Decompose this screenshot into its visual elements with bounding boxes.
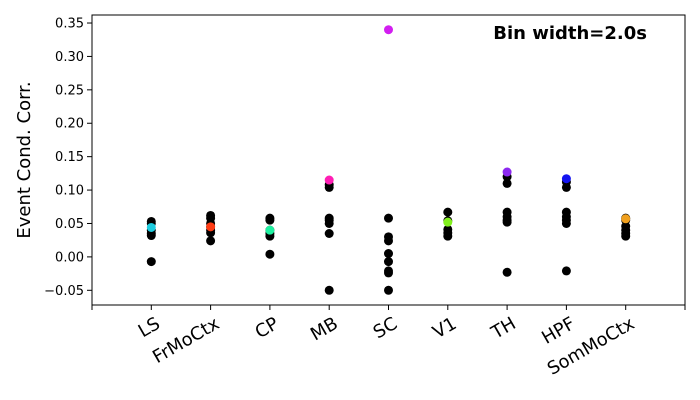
- data-point: [621, 231, 631, 241]
- highlight-point-FrMoCtx: [206, 222, 216, 232]
- data-point: [443, 231, 453, 241]
- y-tick-label: 0.00: [55, 250, 84, 265]
- highlight-point-SC: [384, 25, 393, 35]
- data-point: [502, 267, 512, 277]
- x-tick-label-MB: MB: [307, 313, 342, 345]
- data-point: [384, 213, 393, 223]
- highlight-point-V1: [443, 217, 453, 227]
- x-tick-label-CP: CP: [252, 313, 283, 343]
- data-point: [384, 268, 393, 278]
- data-point: [265, 249, 275, 259]
- highlight-point-SomMoCtx: [621, 214, 631, 224]
- x-tick-label-SC: SC: [370, 313, 401, 343]
- data-point: [561, 218, 571, 228]
- highlight-point-LS: [146, 222, 156, 232]
- x-tick-label-FrMoCtx: FrMoCtx: [149, 313, 223, 368]
- data-point: [384, 249, 393, 259]
- y-axis-label: Event Cond. Corr.: [14, 81, 35, 238]
- data-point: [324, 229, 334, 239]
- highlight-point-CP: [265, 225, 275, 235]
- x-tick-label-LS: LS: [135, 313, 164, 342]
- data-point: [206, 236, 216, 246]
- y-tick-label: −0.05: [44, 284, 84, 299]
- bin-width-annotation: Bin width=2.0s: [493, 23, 647, 44]
- data-point: [384, 257, 393, 267]
- data-point: [324, 182, 334, 192]
- y-tick-label: 0.05: [55, 217, 84, 232]
- y-tick-label: 0.30: [55, 50, 84, 65]
- x-tick-label-TH: TH: [487, 313, 520, 344]
- x-tick-label-V1: V1: [429, 313, 460, 343]
- ticks: −0.05 0.00 0.05 0.10 0.15 0.20 0.25 0.30 0.35 LSF…: [44, 17, 686, 380]
- data-point: [384, 236, 393, 246]
- highlight-point-TH: [502, 167, 512, 177]
- y-tick-label: 0.15: [55, 150, 84, 165]
- data-point: [146, 257, 156, 267]
- data-point: [561, 266, 571, 276]
- data-point: [324, 218, 334, 228]
- y-tick-label: 0.35: [55, 17, 84, 32]
- data-point: [324, 285, 334, 295]
- data-point: [265, 215, 275, 225]
- data-point: [384, 285, 393, 295]
- x-tick-label-HPF: HPF: [538, 313, 579, 349]
- data-point: [443, 207, 453, 217]
- y-tick-label: 0.10: [55, 184, 84, 199]
- highlight-point-MB: [324, 175, 334, 185]
- y-tick-label: 0.20: [55, 117, 84, 132]
- highlight-point-HPF: [561, 174, 571, 184]
- y-tick-label: 0.25: [55, 83, 84, 98]
- data-point: [146, 231, 156, 241]
- data-point: [561, 182, 571, 192]
- data-point: [502, 217, 512, 227]
- data-points: [146, 25, 631, 295]
- data-point: [502, 178, 512, 188]
